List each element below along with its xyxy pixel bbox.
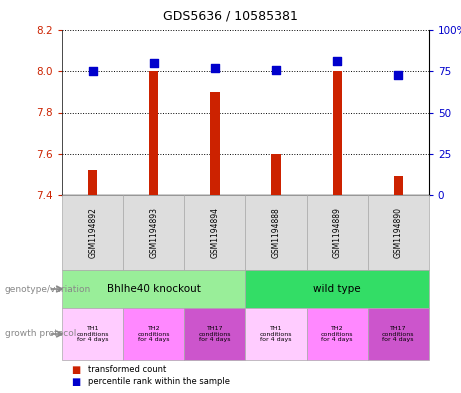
Point <box>211 65 219 71</box>
Text: TH2
conditions
for 4 days: TH2 conditions for 4 days <box>138 326 170 342</box>
Text: GSM1194890: GSM1194890 <box>394 207 403 258</box>
Point <box>89 68 96 74</box>
Point <box>395 72 402 78</box>
Bar <box>394 176 403 195</box>
Text: GSM1194893: GSM1194893 <box>149 207 159 258</box>
Text: TH17
conditions
for 4 days: TH17 conditions for 4 days <box>382 326 414 342</box>
Text: genotype/variation: genotype/variation <box>5 285 91 294</box>
Text: GDS5636 / 10585381: GDS5636 / 10585381 <box>163 10 298 23</box>
Bar <box>210 92 219 195</box>
Text: growth protocol: growth protocol <box>5 329 76 338</box>
Point <box>272 66 280 73</box>
Point <box>333 58 341 64</box>
Text: GSM1194889: GSM1194889 <box>332 207 342 258</box>
Bar <box>332 71 342 195</box>
Text: TH1
conditions
for 4 days: TH1 conditions for 4 days <box>260 326 292 342</box>
Text: TH2
conditions
for 4 days: TH2 conditions for 4 days <box>321 326 353 342</box>
Text: TH1
conditions
for 4 days: TH1 conditions for 4 days <box>77 326 109 342</box>
Text: wild type: wild type <box>313 284 361 294</box>
Text: ■: ■ <box>71 365 81 375</box>
Text: percentile rank within the sample: percentile rank within the sample <box>88 377 230 386</box>
Text: GSM1194888: GSM1194888 <box>272 207 281 258</box>
Bar <box>88 170 97 195</box>
Text: GSM1194894: GSM1194894 <box>210 207 219 258</box>
Text: transformed count: transformed count <box>88 365 166 374</box>
Text: GSM1194892: GSM1194892 <box>88 207 97 258</box>
Text: ■: ■ <box>71 376 81 387</box>
Point <box>150 60 158 66</box>
Text: Bhlhe40 knockout: Bhlhe40 knockout <box>107 284 201 294</box>
Bar <box>149 71 159 195</box>
Bar <box>272 154 281 195</box>
Text: TH17
conditions
for 4 days: TH17 conditions for 4 days <box>199 326 231 342</box>
